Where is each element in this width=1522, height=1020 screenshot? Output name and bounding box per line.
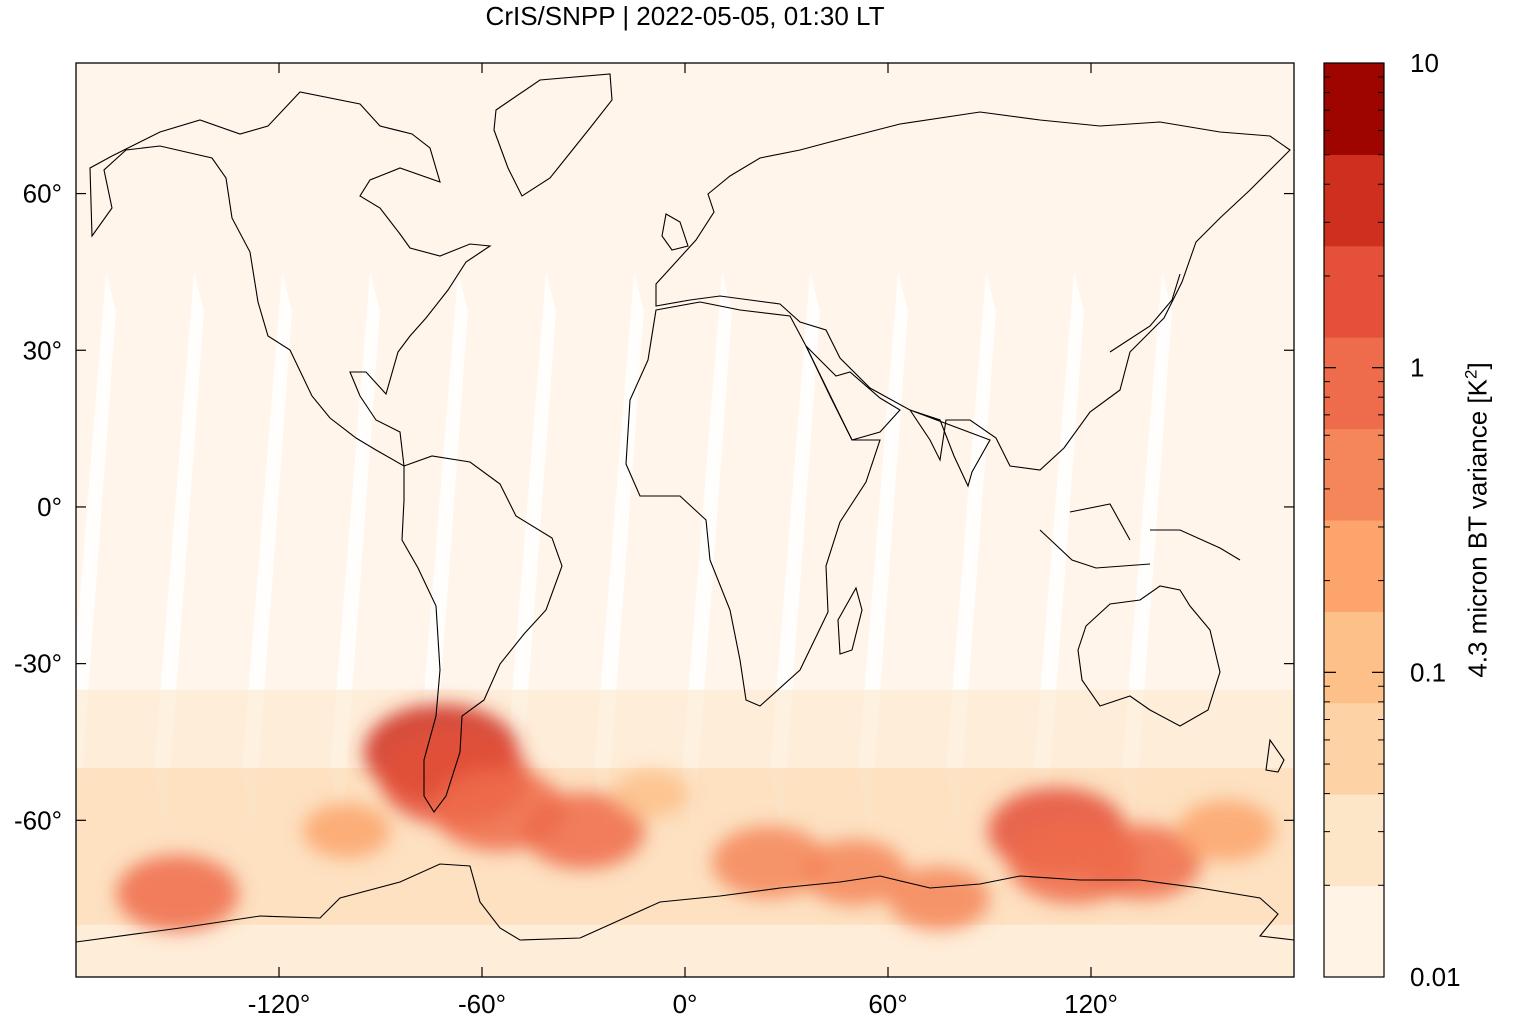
colorbar-tick-label: 0.01	[1410, 962, 1461, 992]
hotspot	[711, 826, 828, 899]
x-tick-label: 0°	[673, 989, 698, 1019]
colorbar-segment	[1324, 428, 1384, 521]
hotspot	[522, 792, 645, 870]
colorbar-segment	[1324, 794, 1384, 887]
hotspot	[116, 855, 239, 932]
coastlines	[76, 73, 1294, 943]
hotspot	[613, 770, 689, 818]
coastline-new-zealand	[1265, 738, 1285, 773]
colorbar-segment	[1324, 337, 1384, 430]
coastline-south-america	[401, 455, 563, 813]
x-tick-label: -120°	[248, 989, 310, 1019]
coastline-japan	[1109, 273, 1181, 353]
y-tick-label: 0°	[37, 492, 62, 522]
x-tick-label: 120°	[1064, 989, 1118, 1019]
coastline-north-america	[89, 91, 492, 468]
coastline-indonesia	[1039, 503, 1241, 569]
y-axis: 60° 30° 0° -30° -60°	[14, 179, 1294, 835]
colorbar-segment	[1324, 63, 1384, 155]
coastline-madagascar	[837, 586, 863, 655]
colorbar-segment	[1324, 520, 1384, 612]
colorbar-segment	[1324, 611, 1384, 704]
colorbar: 10 1 0.1 0.01	[1323, 48, 1461, 992]
colorbar-segment	[1324, 245, 1384, 338]
chart-title: CrIS/SNPP | 2022-05-05, 01:30 LT	[485, 1, 885, 31]
coastline-uk	[661, 213, 689, 251]
y-tick-label: 60°	[23, 179, 62, 209]
colorbar-label: 4.3 micron BT variance [K2]	[1461, 362, 1493, 678]
hotspot	[801, 839, 907, 906]
colorbar-segment	[1324, 885, 1384, 978]
coastline-antarctica	[76, 863, 1294, 943]
hotspot	[887, 866, 990, 931]
colorbar-segment	[1324, 154, 1384, 247]
coastline-australia	[1077, 585, 1221, 727]
colorbar-tick-label: 10	[1410, 48, 1439, 78]
coastline-eurasia	[655, 111, 1291, 471]
hotspot	[302, 803, 391, 859]
colorbar-frame	[1323, 62, 1385, 978]
colorbar-segment	[1324, 702, 1384, 795]
y-tick-label: -30°	[14, 649, 62, 679]
x-tick-label: -60°	[458, 989, 506, 1019]
coastline-arabia	[805, 345, 901, 441]
variance-hotspots	[116, 703, 1276, 932]
x-tick-label: 60°	[868, 989, 907, 1019]
colorbar-tick-label: 1	[1410, 353, 1424, 383]
coastline-greenland	[493, 73, 613, 197]
y-tick-label: 30°	[23, 335, 62, 365]
hotspot	[1177, 800, 1276, 862]
y-tick-label: -60°	[14, 805, 62, 835]
x-axis: -120° -60° 0° 60° 120°	[248, 63, 1118, 1019]
colorbar-tick-label: 0.1	[1410, 657, 1446, 687]
coastline-india	[909, 409, 991, 488]
map-area	[76, 63, 1294, 977]
hotspot	[1082, 824, 1202, 900]
